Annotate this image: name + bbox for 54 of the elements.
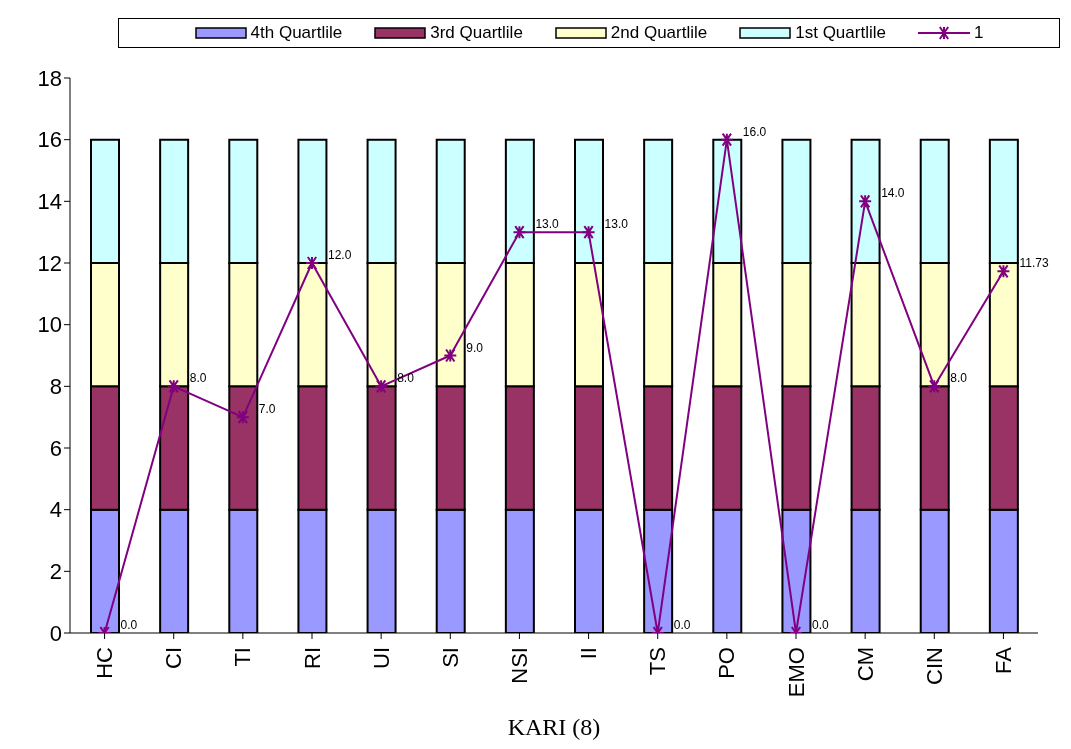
- data-label: 8.0: [950, 371, 968, 386]
- legend-label: 2nd Quartlile: [610, 23, 708, 43]
- y-tick-label: 18: [37, 65, 62, 91]
- point: [719, 132, 734, 147]
- x-tick-label: II: [576, 647, 602, 660]
- x-tick-label: NSI: [506, 647, 532, 684]
- legend-label: 1: [973, 23, 984, 43]
- x-tick-label: RI: [299, 647, 325, 669]
- data-label: 13.0: [604, 217, 629, 232]
- x-axis-title: KARI (8): [507, 714, 601, 741]
- point: [374, 379, 389, 394]
- data-label: 9.0: [466, 340, 484, 355]
- legend-label: 4th Quartlile: [250, 23, 343, 43]
- point: [305, 256, 319, 270]
- y-tick-label: 14: [37, 189, 62, 215]
- data-label: 16.0: [742, 124, 767, 139]
- x-tick-label: TI: [230, 647, 256, 667]
- point: [443, 348, 458, 363]
- point: [996, 264, 1011, 279]
- x-tick-label: SI: [437, 647, 463, 668]
- x-tick-label: UI: [368, 647, 394, 669]
- data-label: 12.0: [328, 248, 352, 262]
- y-tick-label: 4: [49, 497, 62, 523]
- point: [512, 225, 527, 240]
- data-label: 8.0: [189, 371, 207, 386]
- legend-label: 1st Quartlile: [795, 23, 886, 43]
- y-tick-label: 0: [49, 620, 62, 646]
- data-label: 14.0: [881, 186, 905, 201]
- y-tick-label: 16: [37, 127, 62, 153]
- y-tick-label: 8: [49, 374, 62, 400]
- x-tick-label: PO: [714, 647, 740, 679]
- data-label: 0.0: [120, 618, 138, 632]
- y-tick-label: 6: [49, 435, 62, 461]
- x-tick-label: TS: [645, 647, 671, 676]
- x-tick-label: EMO: [783, 647, 809, 698]
- point: [858, 194, 873, 209]
- y-tick-label: 12: [37, 250, 62, 276]
- legend-label: 3rd Quartlile: [430, 23, 523, 43]
- point: [235, 410, 250, 425]
- x-tick-label: HC: [92, 646, 118, 679]
- point: [581, 225, 596, 240]
- y-tick-label: 2: [49, 559, 62, 585]
- data-label: 11.73: [1019, 256, 1049, 271]
- data-label: 7.0: [258, 402, 276, 417]
- x-tick-label: FA: [990, 646, 1016, 674]
- point: [927, 379, 942, 394]
- data-label: 13.0: [535, 217, 560, 232]
- x-tick-label: CIN: [921, 647, 947, 685]
- point: [166, 379, 181, 394]
- y-tick-label: 10: [37, 312, 62, 338]
- x-tick-label: CI: [161, 647, 187, 669]
- x-tick-label: CM: [852, 647, 878, 682]
- data-label: 0.0: [812, 618, 830, 632]
- data-label: 0.0: [673, 618, 691, 632]
